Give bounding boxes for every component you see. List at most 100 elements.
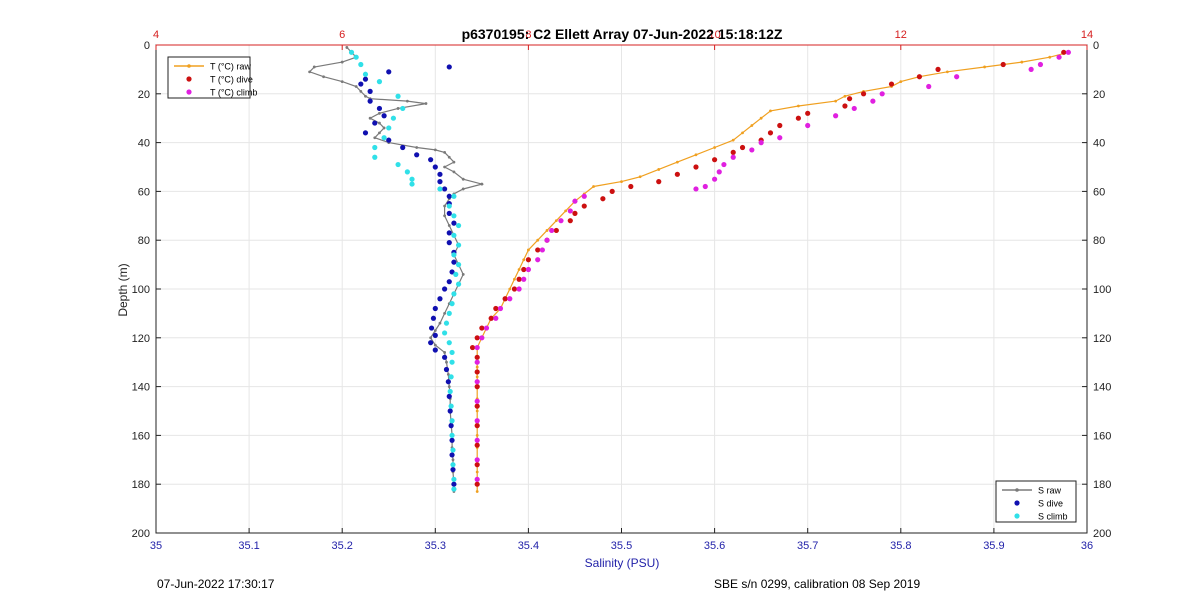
temperature-tick-label: 12 xyxy=(895,29,907,41)
temperature-tick-label: 8 xyxy=(525,29,531,41)
legend-salinity: S raw S dive S climb xyxy=(995,480,1077,523)
data-point xyxy=(362,130,369,136)
data-point xyxy=(592,185,595,188)
data-point xyxy=(567,208,573,214)
data-point xyxy=(888,81,895,87)
data-point xyxy=(750,124,754,127)
data-point xyxy=(474,457,480,463)
series-s-dive xyxy=(358,64,457,487)
data-point xyxy=(935,66,941,72)
data-point xyxy=(448,403,454,409)
salinity-tick-label: 35.8 xyxy=(890,540,911,552)
data-point xyxy=(511,286,518,292)
data-point xyxy=(474,462,480,468)
data-point xyxy=(358,81,364,87)
data-point xyxy=(525,257,532,263)
data-point xyxy=(870,98,876,104)
data-point xyxy=(474,418,480,424)
data-point xyxy=(1048,55,1052,59)
data-point xyxy=(437,179,443,185)
data-point xyxy=(362,76,369,82)
temperature-tick-label: 4 xyxy=(153,29,159,41)
data-point xyxy=(378,121,381,125)
data-point xyxy=(805,110,811,116)
legend-label: S dive xyxy=(1038,499,1063,509)
legend-label: T (°C) climb xyxy=(210,88,257,98)
legend-swatch-marker xyxy=(1014,500,1020,506)
depth-tick-label-right: 80 xyxy=(1093,235,1105,247)
data-point xyxy=(702,183,708,190)
salinity-tick-label: 35.6 xyxy=(704,540,725,552)
data-point xyxy=(451,481,457,487)
data-point xyxy=(638,175,642,179)
data-point xyxy=(367,98,373,104)
data-point xyxy=(521,276,527,282)
data-point xyxy=(378,131,381,135)
data-point xyxy=(446,340,452,346)
axes-layer: 35 35.1 35.2 35.3 35.4 35.5 35.6 35.7 35.8 35.9 36… xyxy=(132,29,1112,552)
salinity-tick-label: 35.7 xyxy=(797,540,818,552)
data-point xyxy=(449,301,455,307)
data-point xyxy=(469,344,476,351)
data-point xyxy=(554,219,558,223)
data-point xyxy=(474,398,480,404)
depth-tick-label-left: 100 xyxy=(132,284,150,296)
data-point xyxy=(474,384,480,390)
data-point xyxy=(446,210,452,216)
depth-tick-label-left: 20 xyxy=(138,89,150,101)
data-point xyxy=(446,373,450,376)
legend-item: S dive xyxy=(1014,499,1063,509)
depth-tick-label-left: 60 xyxy=(138,186,150,198)
data-point xyxy=(362,71,369,77)
data-point xyxy=(451,476,457,482)
data-point xyxy=(348,49,355,55)
data-point xyxy=(372,154,378,160)
data-point xyxy=(381,113,387,119)
data-point xyxy=(759,116,763,120)
data-point xyxy=(396,107,400,110)
data-point xyxy=(693,164,699,170)
data-point xyxy=(899,80,903,83)
data-point xyxy=(455,262,462,268)
data-point xyxy=(731,138,735,142)
data-point xyxy=(382,126,386,130)
data-point xyxy=(453,271,459,277)
data-point xyxy=(656,179,662,185)
data-point xyxy=(516,286,522,292)
data-point xyxy=(513,277,516,281)
data-point xyxy=(461,177,465,181)
data-point xyxy=(443,204,447,208)
depth-tick-label-right: 120 xyxy=(1093,333,1111,345)
temperature-tick-label: 14 xyxy=(1081,29,1093,41)
depth-tick-label-right: 20 xyxy=(1093,89,1105,101)
data-point xyxy=(522,258,526,262)
depth-tick-label-left: 180 xyxy=(132,479,150,491)
data-point xyxy=(712,157,718,163)
data-point xyxy=(395,161,401,168)
data-point xyxy=(455,281,462,287)
data-point xyxy=(1037,61,1044,68)
data-point xyxy=(769,109,772,113)
data-point xyxy=(428,340,434,346)
salinity-tick-label: 35.2 xyxy=(331,540,352,552)
data-point xyxy=(525,266,532,273)
data-point xyxy=(694,153,698,157)
data-point xyxy=(474,354,480,360)
data-point xyxy=(446,240,452,246)
data-point xyxy=(364,94,367,98)
legend-swatch-marker xyxy=(1014,513,1020,519)
data-point xyxy=(447,388,453,395)
depth-tick-label-left: 80 xyxy=(138,235,150,247)
data-point xyxy=(544,237,550,243)
data-point xyxy=(480,182,484,186)
data-point xyxy=(521,266,527,273)
data-point xyxy=(474,403,480,409)
data-point xyxy=(474,476,480,482)
data-point xyxy=(381,135,387,141)
data-point xyxy=(415,146,419,149)
data-point xyxy=(843,94,847,98)
data-point xyxy=(446,193,452,199)
data-point xyxy=(443,351,447,354)
data-point xyxy=(358,61,364,68)
series-s-climb xyxy=(348,49,462,492)
